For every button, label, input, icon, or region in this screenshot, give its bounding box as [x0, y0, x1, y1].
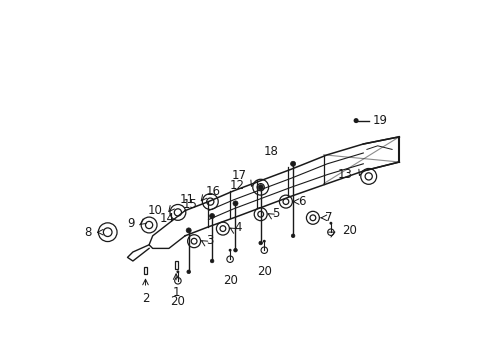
Circle shape — [228, 249, 231, 252]
Text: 11: 11 — [180, 193, 194, 206]
Circle shape — [329, 222, 332, 225]
Text: 7: 7 — [325, 211, 332, 224]
Text: 10: 10 — [147, 204, 162, 217]
Text: 12: 12 — [229, 179, 244, 192]
Circle shape — [210, 259, 213, 263]
Text: 20: 20 — [341, 224, 356, 237]
Text: 20: 20 — [256, 265, 271, 278]
Text: 20: 20 — [170, 295, 185, 308]
Text: 16: 16 — [205, 185, 221, 198]
Text: 14: 14 — [159, 212, 174, 225]
Bar — [174, 261, 177, 269]
Circle shape — [353, 118, 358, 123]
Circle shape — [291, 234, 294, 238]
Text: 4: 4 — [234, 221, 242, 234]
Text: 18: 18 — [264, 145, 278, 158]
Text: 20: 20 — [222, 274, 237, 287]
Text: 19: 19 — [371, 114, 386, 127]
Circle shape — [233, 248, 237, 252]
Circle shape — [263, 240, 265, 243]
Text: 1: 1 — [172, 286, 180, 299]
Text: 17: 17 — [231, 169, 246, 182]
Circle shape — [258, 185, 263, 190]
Text: 15: 15 — [183, 198, 197, 211]
Text: 9: 9 — [127, 217, 134, 230]
Circle shape — [186, 270, 190, 274]
Circle shape — [186, 228, 191, 233]
Text: 5: 5 — [272, 207, 280, 220]
Bar — [144, 266, 146, 274]
Text: 6: 6 — [297, 195, 305, 208]
Circle shape — [258, 241, 262, 245]
Circle shape — [232, 201, 238, 206]
Text: 2: 2 — [142, 292, 149, 305]
Text: 13: 13 — [337, 168, 352, 181]
Circle shape — [176, 270, 179, 273]
Circle shape — [290, 161, 295, 166]
Circle shape — [209, 213, 214, 219]
Text: 8: 8 — [84, 226, 91, 239]
Text: 3: 3 — [205, 234, 213, 247]
